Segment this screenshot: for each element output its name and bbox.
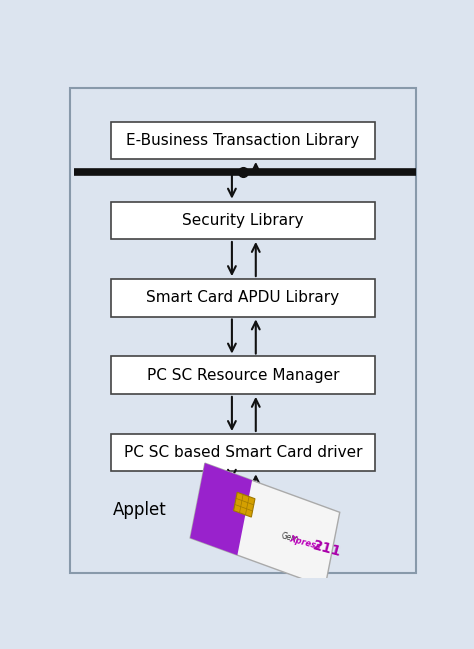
FancyBboxPatch shape [110,121,375,159]
FancyBboxPatch shape [110,279,375,317]
Text: E-Business Transaction Library: E-Business Transaction Library [127,133,359,148]
FancyBboxPatch shape [110,356,375,394]
Polygon shape [234,492,255,517]
Text: Smart Card APDU Library: Smart Card APDU Library [146,290,339,305]
Text: Gem: Gem [280,531,299,545]
FancyBboxPatch shape [70,88,416,572]
Text: 211: 211 [311,538,343,559]
Text: PC SC Resource Manager: PC SC Resource Manager [146,368,339,383]
Polygon shape [190,463,252,555]
FancyBboxPatch shape [110,434,375,471]
Text: Xpress: Xpress [289,534,322,551]
FancyBboxPatch shape [110,202,375,239]
Polygon shape [190,463,340,587]
Text: Security Library: Security Library [182,213,304,228]
Text: PC SC based Smart Card driver: PC SC based Smart Card driver [124,445,362,460]
Text: Applet: Applet [113,501,167,519]
